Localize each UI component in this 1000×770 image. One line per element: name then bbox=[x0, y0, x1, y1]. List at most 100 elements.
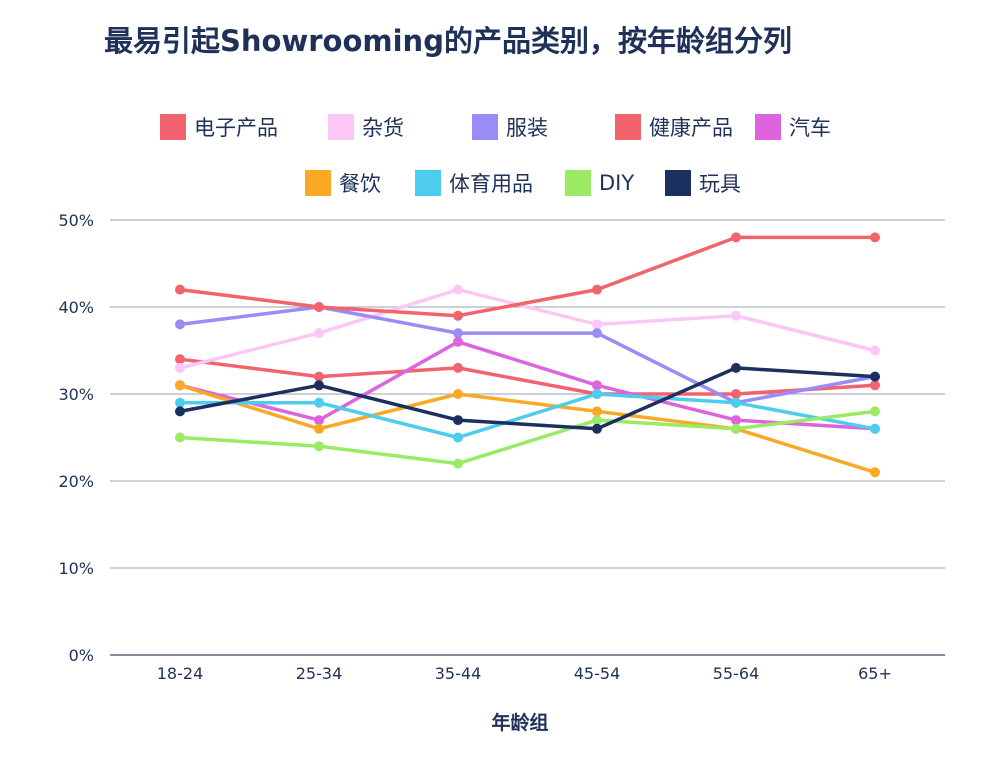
x-tick-label: 55-64 bbox=[713, 664, 760, 683]
data-point bbox=[731, 423, 741, 434]
series-line bbox=[178, 287, 877, 370]
series-line bbox=[178, 366, 877, 431]
data-point bbox=[870, 232, 880, 243]
y-tick-label: 0% bbox=[69, 646, 94, 665]
data-point bbox=[453, 458, 463, 469]
series-玩具 bbox=[175, 362, 880, 434]
data-point bbox=[592, 389, 602, 399]
legend-swatch bbox=[415, 170, 441, 196]
x-axis-title: 年龄组 bbox=[491, 711, 548, 734]
data-point bbox=[731, 389, 741, 399]
legend-item: 体育用品 bbox=[415, 168, 533, 198]
legend-item: DIY bbox=[565, 168, 634, 198]
data-point bbox=[453, 415, 463, 426]
series-line bbox=[178, 357, 877, 396]
data-point bbox=[314, 328, 324, 339]
series-line bbox=[178, 340, 877, 431]
data-point bbox=[314, 423, 324, 434]
legend: 电子产品 杂货 服装 健康产品 汽车餐饮 体育用品 DIY 玩具 bbox=[0, 112, 1000, 212]
data-point bbox=[731, 415, 741, 426]
y-tick-label: 50% bbox=[58, 211, 94, 230]
legend-item: 玩具 bbox=[665, 168, 741, 198]
data-point bbox=[870, 467, 880, 478]
data-point bbox=[175, 406, 185, 417]
legend-label: 餐饮 bbox=[339, 172, 381, 196]
data-point bbox=[870, 406, 880, 417]
legend-label: 体育用品 bbox=[449, 172, 533, 196]
data-point bbox=[731, 397, 741, 408]
data-point bbox=[453, 362, 463, 373]
legend-label: 服装 bbox=[506, 116, 548, 140]
data-point bbox=[175, 354, 185, 365]
legend-label: 电子产品 bbox=[194, 116, 278, 140]
legend-label: 健康产品 bbox=[649, 116, 733, 140]
series-汽车 bbox=[175, 336, 880, 434]
data-point bbox=[453, 284, 463, 295]
data-point bbox=[314, 397, 324, 408]
y-tick-label: 20% bbox=[58, 472, 94, 491]
series-line bbox=[178, 235, 877, 318]
data-point bbox=[870, 371, 880, 382]
legend-swatch bbox=[755, 114, 781, 140]
data-point bbox=[314, 441, 324, 452]
x-tick-label: 45-54 bbox=[574, 664, 621, 683]
x-tick-label: 65+ bbox=[858, 664, 892, 683]
series-line bbox=[178, 392, 877, 440]
legend-item: 餐饮 bbox=[305, 168, 381, 198]
data-point bbox=[592, 284, 602, 295]
legend-item: 健康产品 bbox=[615, 112, 733, 142]
legend-item: 电子产品 bbox=[160, 112, 278, 142]
legend-swatch bbox=[472, 114, 498, 140]
data-point bbox=[453, 310, 463, 321]
data-point bbox=[175, 397, 185, 408]
data-point bbox=[870, 345, 880, 356]
series-体育用品 bbox=[175, 389, 880, 443]
series-DIY bbox=[175, 406, 880, 469]
data-point bbox=[175, 362, 185, 373]
x-axis-ticks: 18-24 25-34 35-44 45-54 55-64 65+ bbox=[157, 664, 892, 683]
data-point bbox=[592, 406, 602, 417]
data-point bbox=[870, 380, 880, 391]
legend-item: 杂货 bbox=[328, 112, 404, 142]
legend-label: 玩具 bbox=[699, 172, 741, 196]
data-point bbox=[175, 380, 185, 391]
x-tick-label: 35-44 bbox=[435, 664, 482, 683]
data-point bbox=[592, 328, 602, 339]
legend-item: 汽车 bbox=[755, 112, 831, 142]
legend-swatch bbox=[160, 114, 186, 140]
data-point bbox=[592, 423, 602, 434]
data-point bbox=[314, 302, 324, 312]
y-tick-label: 30% bbox=[58, 385, 94, 404]
legend-swatch bbox=[665, 170, 691, 196]
legend-swatch bbox=[305, 170, 331, 196]
data-point bbox=[592, 415, 602, 426]
data-point bbox=[175, 319, 185, 330]
x-tick-label: 18-24 bbox=[157, 664, 204, 683]
data-point bbox=[731, 232, 741, 243]
legend-swatch bbox=[328, 114, 354, 140]
series-杂货 bbox=[175, 284, 880, 373]
legend-swatch bbox=[565, 170, 591, 196]
series-line bbox=[178, 305, 877, 405]
data-point bbox=[314, 415, 324, 426]
legend-item: 服装 bbox=[472, 112, 548, 142]
data-point bbox=[453, 432, 463, 443]
gridlines bbox=[110, 219, 945, 656]
y-tick-label: 40% bbox=[58, 298, 94, 317]
legend-swatch bbox=[615, 114, 641, 140]
data-point bbox=[175, 284, 185, 295]
y-axis-ticks: 0% 10% 20% 30% 40% 50% bbox=[58, 211, 94, 665]
series-line bbox=[178, 383, 877, 475]
data-point bbox=[731, 310, 741, 321]
legend-label: DIY bbox=[599, 171, 635, 195]
data-point bbox=[731, 362, 741, 373]
data-point bbox=[870, 423, 880, 434]
y-tick-label: 10% bbox=[58, 559, 94, 578]
series-line bbox=[178, 409, 877, 466]
chart-title: 最易引起Showrooming的产品类别，按年龄组分列 bbox=[104, 24, 792, 58]
data-point bbox=[453, 328, 463, 339]
legend-label: 汽车 bbox=[789, 116, 831, 140]
data-point bbox=[175, 432, 185, 443]
